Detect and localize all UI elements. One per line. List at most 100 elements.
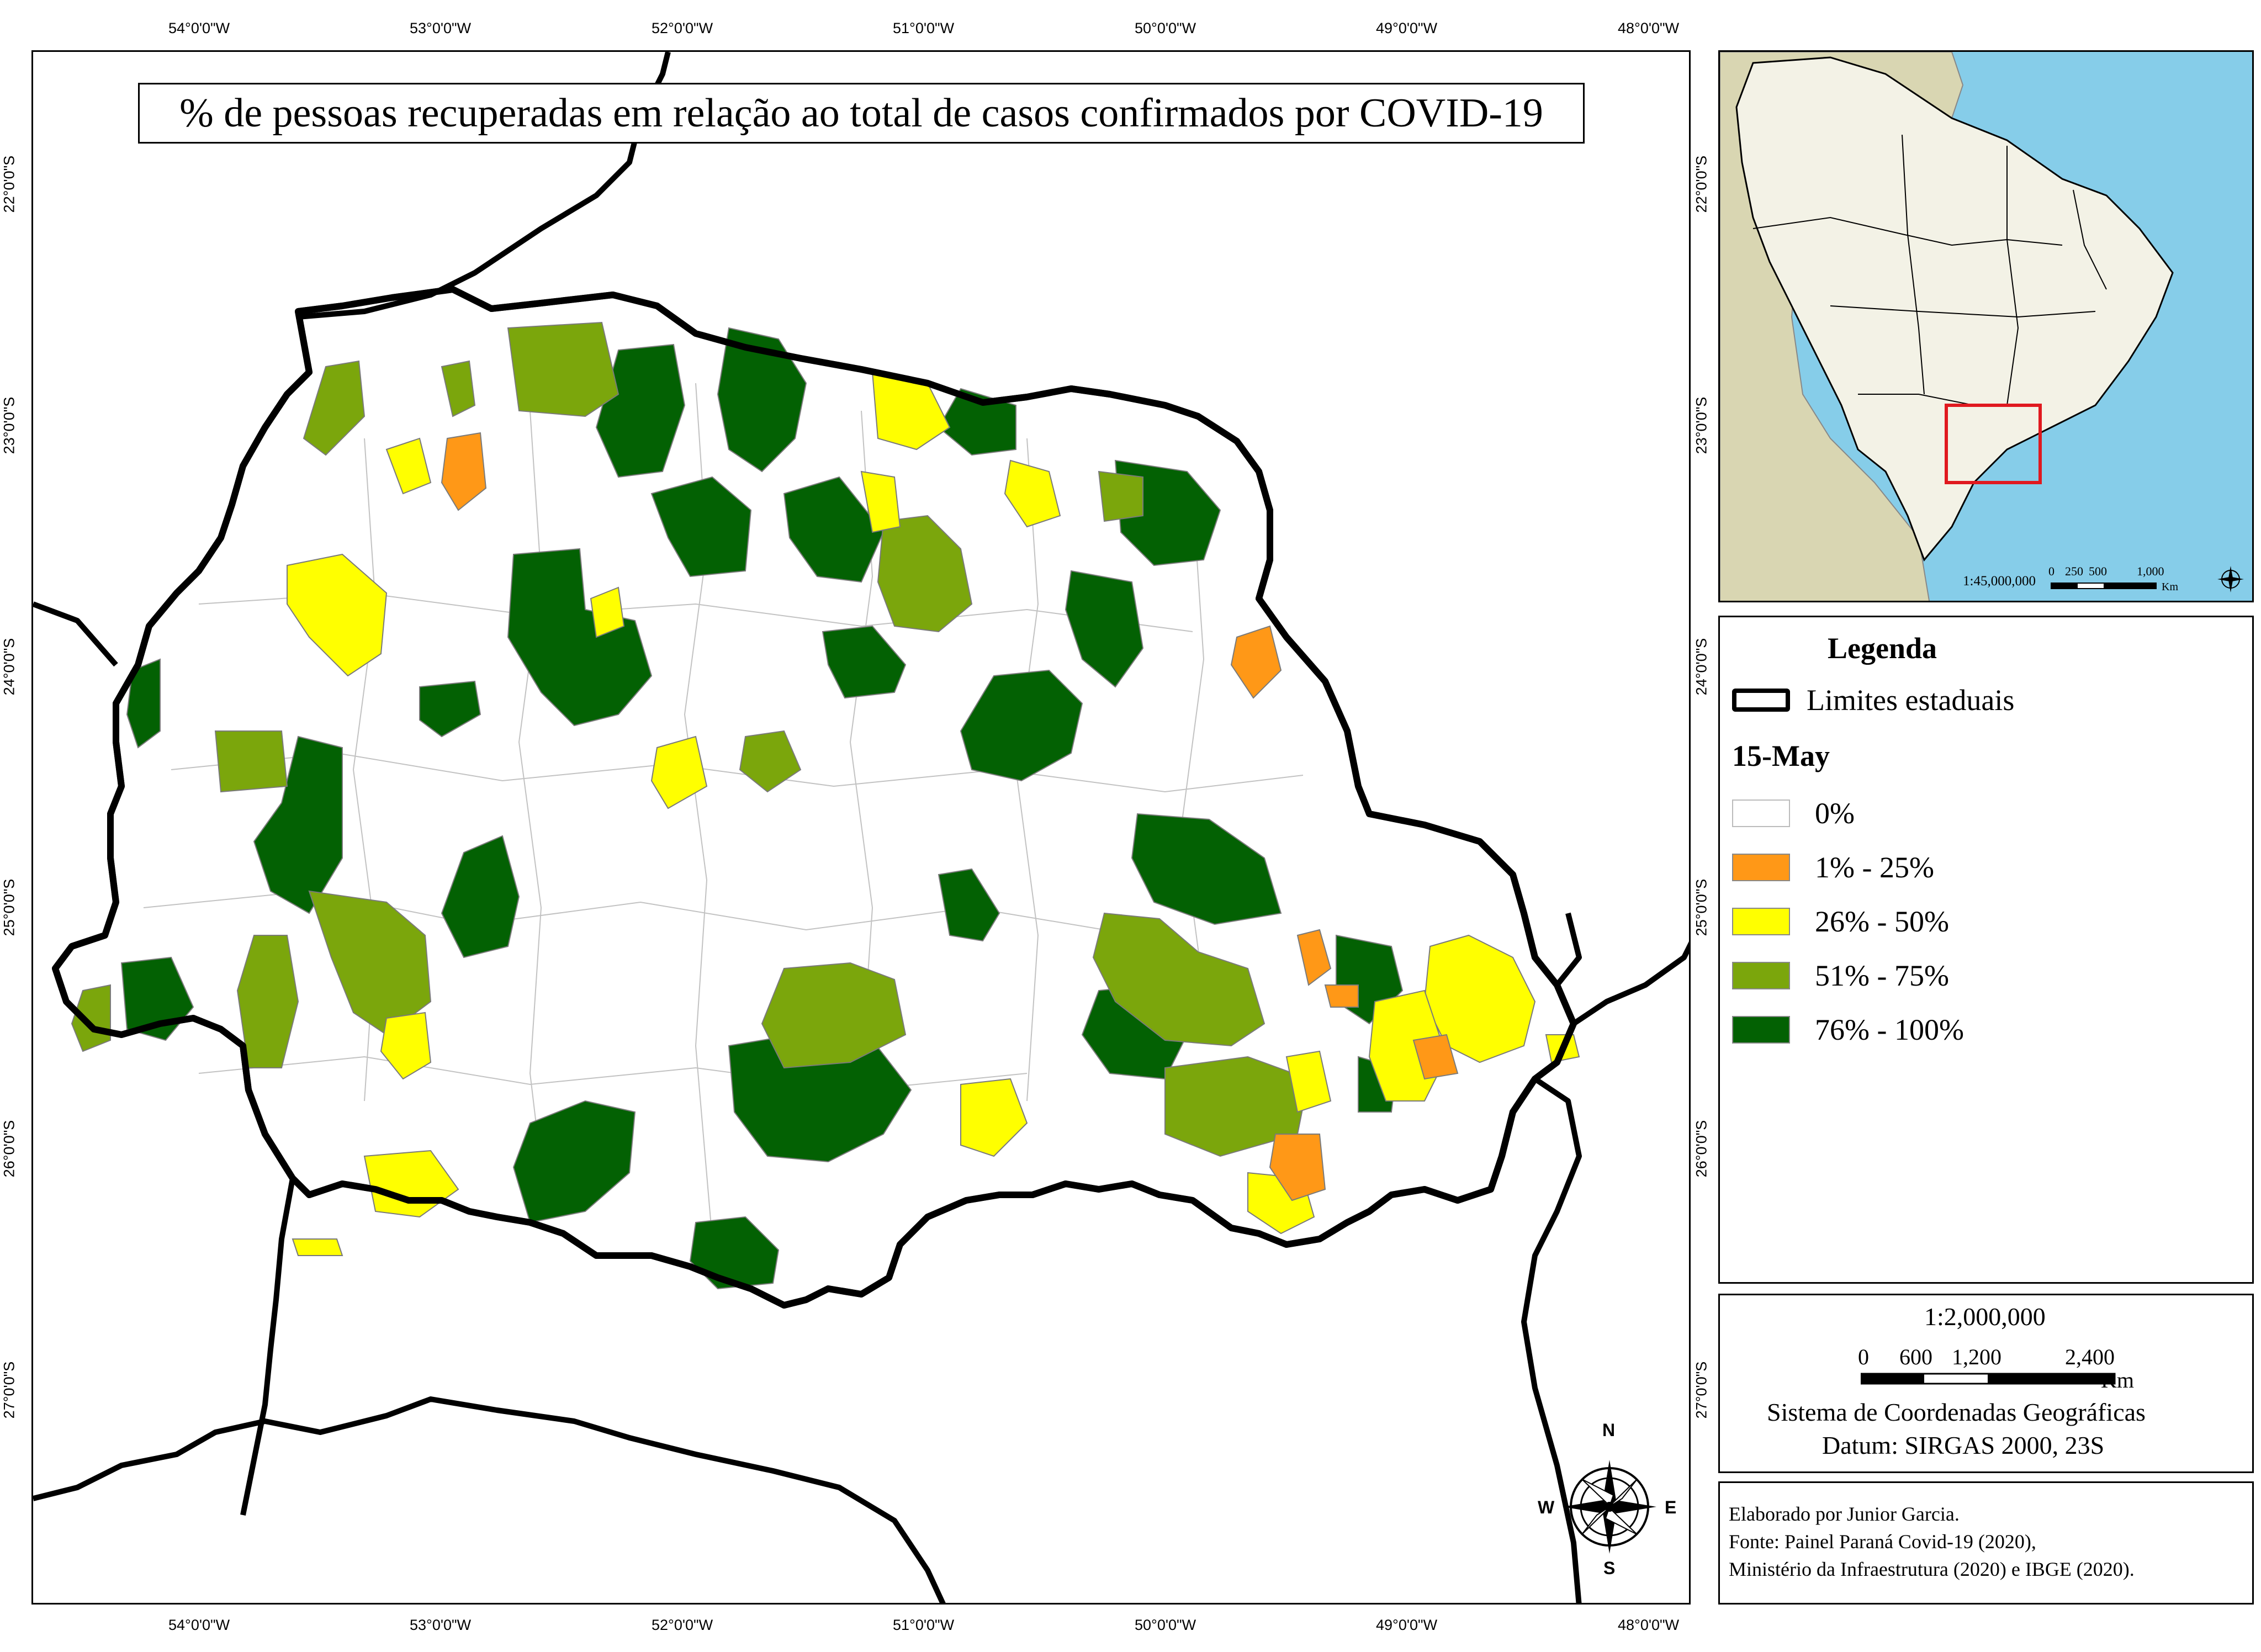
lat-label-left-3: 24°0'0"S bbox=[1, 638, 18, 696]
inset-map[interactable]: 1:45,000,000 0 250 500 1,000 Km bbox=[1718, 50, 2254, 602]
muni-dark-1 bbox=[717, 327, 807, 473]
lon-label-bottom-5: 50°0'0"W bbox=[1135, 1617, 1196, 1633]
lon-label-top-3: 52°0'0"W bbox=[652, 20, 713, 36]
legend-label-4: 76% - 100% bbox=[1815, 1013, 1964, 1046]
muni-dark-11 bbox=[419, 680, 481, 738]
muni-mid-8 bbox=[761, 962, 907, 1069]
scale-tick-600: 600 bbox=[1899, 1344, 1932, 1369]
muni-mid-2 bbox=[877, 515, 973, 633]
legend-swatch-3 bbox=[1732, 962, 1790, 989]
lon-label-top-7: 48°0'0"W bbox=[1618, 20, 1680, 36]
legend-class-2: 26% - 50% bbox=[1732, 902, 1949, 941]
scale-tick-2400: 2,400 bbox=[2065, 1344, 2115, 1369]
west-label: W bbox=[1538, 1497, 1555, 1517]
boundary-label: Limites estaduais bbox=[1807, 684, 2015, 717]
muni-yellow-9 bbox=[960, 1078, 1028, 1157]
credits-panel: Elaborado por Junior Garcia. Fonte: Pain… bbox=[1718, 1481, 2254, 1605]
muni-yellow-14 bbox=[385, 437, 432, 495]
legend-label-0: 0% bbox=[1815, 797, 1855, 830]
crs-line-1: Sistema de Coordenadas Geográficas bbox=[1767, 1398, 2146, 1426]
inset-scale-tick-250: 250 bbox=[2065, 564, 2083, 578]
main-map-frame[interactable]: N S W E bbox=[31, 50, 1691, 1605]
municipality-classes bbox=[71, 321, 1580, 1290]
inset-highlight-box bbox=[1945, 404, 2042, 484]
muni-mid-5 bbox=[214, 730, 288, 793]
parana-state-outline bbox=[52, 286, 1577, 1309]
lon-label-top-2: 53°0'0"W bbox=[410, 20, 472, 36]
inset-scale-unit: Km bbox=[2162, 581, 2178, 593]
inset-scale-bar bbox=[2051, 583, 2157, 589]
main-map-svg[interactable] bbox=[33, 52, 1691, 1605]
muni-mid-4 bbox=[739, 730, 802, 793]
lat-label-left-4: 25°0'0"S bbox=[1, 878, 18, 936]
legend-label-1: 1% - 25% bbox=[1815, 851, 1934, 884]
north-label: N bbox=[1602, 1420, 1616, 1440]
scale-bar bbox=[1861, 1373, 2116, 1385]
muni-mid-3 bbox=[1098, 470, 1143, 522]
lon-label-top-4: 51°0'0"W bbox=[893, 20, 955, 36]
legend-label-3: 51% - 75% bbox=[1815, 959, 1949, 992]
legend-class-0: 0% bbox=[1732, 794, 1855, 833]
muni-yellow-5 bbox=[650, 735, 708, 809]
scale-tick-1200: 1,200 bbox=[1952, 1344, 2001, 1369]
lat-label-left-1: 22°0'0"S bbox=[1, 155, 18, 213]
inset-scale-tick-500: 500 bbox=[2089, 564, 2107, 578]
lon-label-top-5: 50°0'0"W bbox=[1135, 20, 1196, 36]
lon-label-top-6: 49°0'0"W bbox=[1376, 20, 1438, 36]
scale-panel: 1:2,000,000 0 600 1,200 2,400 Km Sistema… bbox=[1718, 1294, 2254, 1473]
muni-dark-13 bbox=[253, 735, 343, 914]
muni-orange-1 bbox=[441, 432, 487, 511]
lat-label-right-3: 24°0'0"S bbox=[1693, 638, 1710, 696]
muni-yellow-13 bbox=[1285, 1050, 1332, 1113]
legend-swatch-1 bbox=[1732, 854, 1790, 881]
legend-panel: Legenda Limites estaduais 15-May 0% 1% -… bbox=[1718, 616, 2254, 1284]
north-arrow: N S W E bbox=[1538, 1420, 1676, 1578]
inset-brazil bbox=[1735, 56, 2174, 562]
muni-dark-10 bbox=[960, 669, 1083, 782]
muni-mid-7 bbox=[236, 935, 299, 1068]
lon-label-top-1: 54°0'0"W bbox=[168, 20, 230, 36]
muni-dark-5 bbox=[507, 548, 653, 727]
inset-scale-tick-0: 0 bbox=[2048, 564, 2055, 578]
scale-ratio: 1:2,000,000 bbox=[1924, 1302, 2046, 1331]
muni-dark-14 bbox=[441, 835, 520, 959]
lon-label-bottom-3: 52°0'0"W bbox=[652, 1617, 713, 1633]
lat-label-right-1: 22°0'0"S bbox=[1693, 155, 1710, 213]
legend-swatch-0 bbox=[1732, 799, 1790, 827]
legend-swatch-2 bbox=[1732, 908, 1790, 935]
credits-author: Elaborado por Junior Garcia. bbox=[1729, 1503, 1960, 1525]
muni-dark-6 bbox=[650, 476, 752, 578]
muni-dark-9 bbox=[1065, 570, 1144, 688]
muni-dark-7 bbox=[783, 476, 885, 583]
lon-label-bottom-7: 48°0'0"W bbox=[1618, 1617, 1680, 1633]
credits-source-2: Ministério da Infraestrutura (2020) e IB… bbox=[1729, 1558, 2135, 1580]
muni-dark-2 bbox=[595, 343, 686, 478]
legend-title: Legenda bbox=[1828, 632, 1937, 665]
muni-orange-5 bbox=[1269, 1134, 1326, 1201]
lat-label-right-6: 27°0'0"S bbox=[1693, 1361, 1710, 1419]
crs-line-2: Datum: SIRGAS 2000, 23S bbox=[1822, 1431, 2105, 1459]
boundary-swatch bbox=[1732, 689, 1790, 712]
muni-yellow-10 bbox=[380, 1012, 432, 1080]
inset-compass-icon bbox=[2217, 566, 2244, 592]
scale-unit: Km bbox=[2101, 1368, 2134, 1392]
legend-class-3: 51% - 75% bbox=[1732, 956, 1949, 995]
muni-mid-13 bbox=[441, 360, 476, 417]
inset-map-svg bbox=[1720, 52, 2174, 601]
muni-yellow-6 bbox=[590, 586, 625, 638]
lat-label-left-2: 23°0'0"S bbox=[1, 396, 18, 454]
muni-mid-9 bbox=[1092, 912, 1265, 1047]
muni-dark-20 bbox=[689, 1216, 780, 1290]
muni-orange-6 bbox=[1324, 984, 1359, 1008]
muni-yellow-3 bbox=[860, 470, 901, 533]
map-title: % de pessoas recuperadas em relação ao t… bbox=[138, 83, 1585, 144]
muni-dark-12 bbox=[126, 658, 161, 749]
muni-yellow-16 bbox=[292, 1238, 343, 1256]
legend-swatch-4 bbox=[1732, 1016, 1790, 1044]
muni-yellow-2 bbox=[287, 553, 388, 677]
lat-label-left-5: 26°0'0"S bbox=[1, 1120, 18, 1178]
legend-date: 15-May bbox=[1732, 739, 1830, 772]
inset-scale-tick-1000: 1,000 bbox=[2137, 564, 2164, 578]
muni-yellow-4 bbox=[1004, 459, 1061, 528]
muni-mid-1 bbox=[507, 321, 619, 417]
